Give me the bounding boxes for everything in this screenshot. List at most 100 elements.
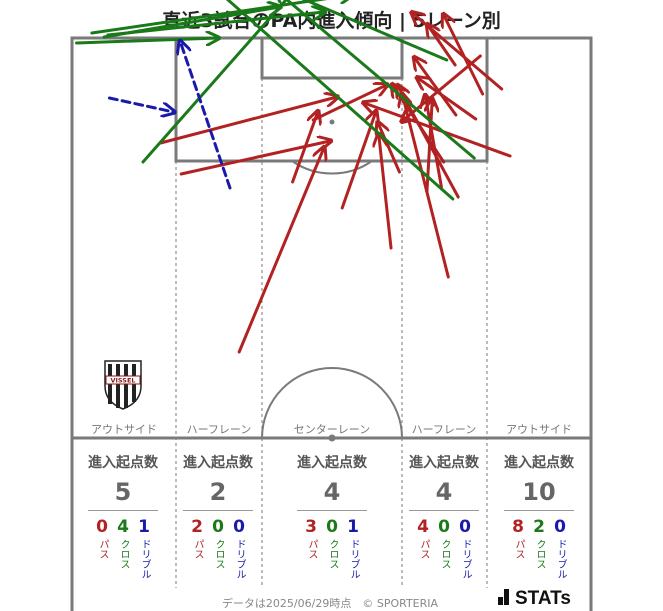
cross-arrow (225, 0, 455, 201)
stat-divider (297, 510, 367, 511)
breakdown-label: パス (513, 539, 524, 559)
dribble-arrow (180, 42, 232, 190)
brand-logo: STATs (498, 588, 571, 610)
entry-count-total: 4 (435, 478, 453, 506)
dribble-arrow (107, 96, 173, 112)
entry-count-total: 5 (114, 478, 132, 506)
lane-stats-1: 進入起点数 2 2 パス 0 クロス 0 ドリブル (172, 452, 264, 579)
club-crest: VISSEL (104, 358, 142, 414)
breakdown-item: 1 ドリブル (345, 517, 361, 579)
breakdown-item: 0 ドリブル (457, 517, 473, 579)
entry-count-heading: 進入起点数 (88, 455, 158, 471)
penalty-spot (329, 119, 335, 125)
lane-stats-2: 進入起点数 4 3 パス 0 クロス 1 ドリブル (286, 452, 378, 579)
pass-arrow (237, 148, 324, 354)
breakdown-label: ドリブル (555, 539, 566, 579)
breakdown-value: 0 (554, 517, 566, 537)
lane-name-half-right: ハーフレーン (411, 423, 477, 436)
lane-stats-3: 進入起点数 4 4 パス 0 クロス 0 ドリブル (398, 452, 490, 579)
breakdown-label: クロス (118, 539, 129, 569)
lane-name-outside-right: アウトサイド (506, 423, 572, 436)
entry-count-heading: 進入起点数 (183, 455, 253, 471)
breakdown-item: 0 クロス (210, 517, 226, 579)
pass-arrow (311, 85, 386, 122)
svg-text:VISSEL: VISSEL (110, 377, 135, 385)
breakdown-value: 4 (417, 517, 429, 537)
breakdown-item: 0 ドリブル (552, 517, 568, 579)
lane-stats-4: 進入起点数 10 8 パス 2 クロス 0 ドリブル (493, 452, 585, 579)
center-circle-arc (261, 367, 403, 439)
breakdown-value: 3 (305, 517, 317, 537)
breakdown-label: クロス (327, 539, 338, 569)
stat-divider (183, 510, 253, 511)
stat-divider (409, 510, 479, 511)
footer-note: データは2025/06/29時点 © SPORTERIA (221, 597, 439, 610)
entry-count-total: 4 (323, 478, 341, 506)
cross-arrow (301, 0, 449, 62)
pass-arrow (428, 25, 457, 67)
center-spot (328, 434, 336, 442)
breakdown-value: 0 (233, 517, 245, 537)
breakdown-item: 3 パス (303, 517, 319, 579)
breakdown-value: 1 (138, 517, 150, 537)
breakdown-label: ドリブル (348, 539, 359, 579)
goal-area (260, 36, 404, 80)
breakdown-label: パス (306, 539, 317, 559)
breakdown-label: クロス (439, 539, 450, 569)
breakdown-item: 8 パス (510, 517, 526, 579)
breakdown-label: ドリブル (234, 539, 245, 579)
lane-name-half-left: ハーフレーン (186, 423, 252, 436)
breakdown-label: パス (97, 539, 108, 559)
entry-count-heading: 進入起点数 (504, 455, 574, 471)
pass-arrow (444, 15, 485, 96)
breakdown-label: ドリブル (460, 539, 471, 579)
breakdown-label: パス (192, 539, 203, 559)
pass-arrow (425, 96, 443, 189)
breakdown-label: ドリブル (139, 539, 150, 579)
breakdown-value: 0 (326, 517, 338, 537)
pass-arrow (418, 78, 478, 121)
breakdown-label: パス (418, 539, 429, 559)
breakdown-value: 4 (117, 517, 129, 537)
breakdown-value: 0 (459, 517, 471, 537)
lane-stats-0: 進入起点数 5 0 パス 4 クロス 1 ドリブル (77, 452, 169, 579)
entry-count-heading: 進入起点数 (409, 455, 479, 471)
breakdown-item: 4 パス (415, 517, 431, 579)
cross-arrow (75, 38, 218, 43)
breakdown-item: 1 ドリブル (136, 517, 152, 579)
pass-arrow (398, 86, 460, 199)
pass-arrow (364, 103, 512, 158)
entry-breakdown: 3 パス 0 クロス 1 ドリブル (286, 517, 378, 579)
pass-arrow (402, 95, 450, 279)
pass-arrow (415, 58, 458, 117)
breakdown-value: 0 (438, 517, 450, 537)
breakdown-label: クロス (534, 539, 545, 569)
breakdown-label: クロス (213, 539, 224, 569)
entry-breakdown: 8 パス 2 クロス 0 ドリブル (493, 517, 585, 579)
entry-count-total: 10 (522, 478, 556, 506)
breakdown-item: 2 パス (189, 517, 205, 579)
cross-arrow (106, 12, 324, 37)
breakdown-item: 2 クロス (531, 517, 547, 579)
breakdown-value: 2 (191, 517, 203, 537)
breakdown-value: 2 (533, 517, 545, 537)
cross-arrow (141, 0, 288, 164)
entry-breakdown: 2 パス 0 クロス 0 ドリブル (172, 517, 264, 579)
pass-arrow (291, 112, 318, 184)
breakdown-value: 1 (347, 517, 359, 537)
breakdown-value: 8 (512, 517, 524, 537)
cross-arrow (277, 0, 476, 160)
breakdown-item: 0 パス (94, 517, 110, 579)
brand-bars-icon (498, 589, 512, 605)
stat-divider (88, 510, 158, 511)
pass-arrow (340, 112, 376, 210)
lane-name-outside-left: アウトサイド (91, 423, 157, 436)
breakdown-value: 0 (212, 517, 224, 537)
entry-breakdown: 4 パス 0 クロス 0 ドリブル (398, 517, 490, 579)
entry-count-heading: 進入起点数 (297, 455, 367, 471)
breakdown-item: 0 クロス (324, 517, 340, 579)
breakdown-value: 0 (96, 517, 108, 537)
lane-name-center: センターレーン (293, 423, 371, 436)
pass-arrow (379, 135, 393, 250)
